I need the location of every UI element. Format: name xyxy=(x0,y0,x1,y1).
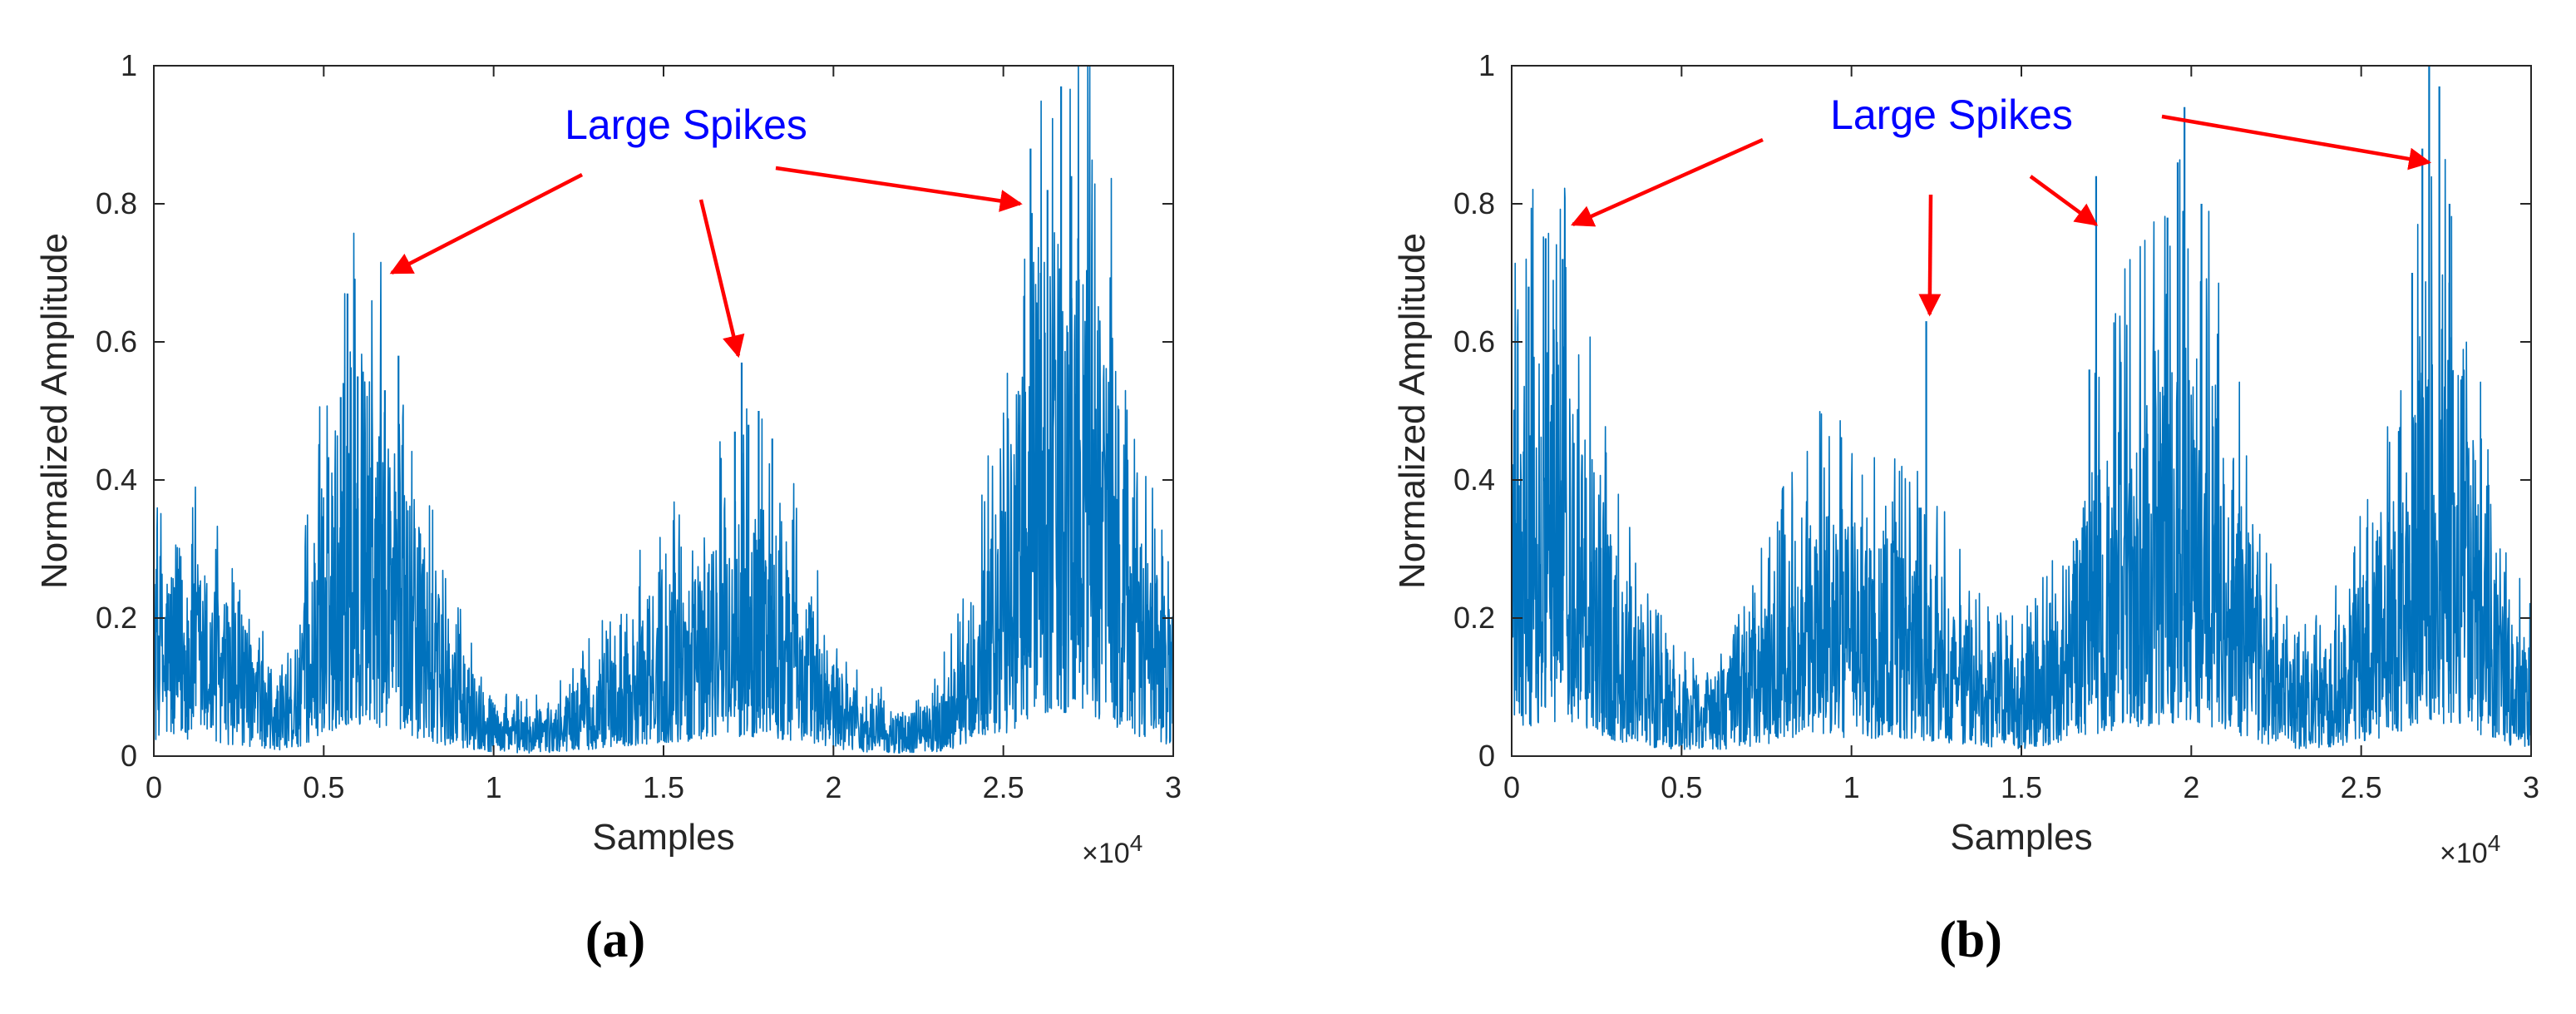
x-axis-label: Samples xyxy=(1950,817,2092,858)
x-tick-label: 2 xyxy=(825,770,841,804)
ticks-layer: 0 0.5 1 1.5 2 2.5 3 0 0.2 0.4 0.6 0.8 1 xyxy=(96,48,1182,804)
x-exponent-label: ×104 xyxy=(1082,830,1142,869)
y-tick-label: 0.6 xyxy=(96,324,137,359)
x-tick-label: 0 xyxy=(146,770,162,804)
series-layer xyxy=(1511,66,2532,750)
y-tick-label: 0.4 xyxy=(1453,462,1495,497)
series-layer xyxy=(153,66,1174,754)
y-axis-label: Normalized Amplitude xyxy=(1392,233,1433,589)
x-tick-label: 0.5 xyxy=(1661,770,1702,804)
chart-panel-a: 0 0.5 1 1.5 2 2.5 3 0 0.2 0.4 0.6 0.8 1 Normalized A… xyxy=(34,48,1182,968)
x-tick-label: 0.5 xyxy=(303,770,344,804)
x-exponent-base: ×10 xyxy=(1082,838,1130,869)
x-tick-label: 3 xyxy=(1165,770,1182,804)
x-exponent-label: ×104 xyxy=(2440,830,2500,869)
annotation-large-spikes: Large Spikes xyxy=(565,101,807,148)
panel-label-a: (a) xyxy=(585,912,645,968)
y-tick-label: 0.4 xyxy=(96,462,137,497)
y-tick-label: 0.8 xyxy=(1453,186,1495,220)
x-tick-label: 0 xyxy=(1503,770,1520,804)
annotation-arrow xyxy=(2161,114,2432,171)
x-tick-label: 1 xyxy=(1843,770,1860,804)
x-tick-label: 2 xyxy=(2183,770,2199,804)
annotation-arrow xyxy=(698,199,745,359)
annotation-arrow xyxy=(775,166,1023,212)
x-exponent-base: ×10 xyxy=(2440,838,2488,869)
annotation-arrow xyxy=(1571,137,1764,227)
y-tick-label: 0 xyxy=(1478,739,1495,773)
annotation-arrows xyxy=(1571,114,2432,317)
chart-panel-b: 0 0.5 1 1.5 2 2.5 3 0 0.2 0.4 0.6 0.8 1 Normalized A… xyxy=(1392,48,2539,968)
y-tick-label: 1 xyxy=(1478,48,1495,82)
y-tick-label: 0.2 xyxy=(96,601,137,635)
annotation-arrow xyxy=(389,173,584,275)
annotation-arrows xyxy=(389,166,1023,359)
ticks-layer: 0 0.5 1 1.5 2 2.5 3 0 0.2 0.4 0.6 0.8 1 xyxy=(1453,48,2539,804)
y-tick-label: 0 xyxy=(121,739,137,773)
y-axis-label: Normalized Amplitude xyxy=(34,233,75,589)
x-exponent-power: 4 xyxy=(2488,830,2501,856)
x-tick-label: 1.5 xyxy=(2001,770,2042,804)
y-tick-label: 0.8 xyxy=(96,186,137,220)
annotation-arrow xyxy=(1918,194,1942,317)
annotation-arrow xyxy=(2029,175,2099,226)
x-tick-label: 2.5 xyxy=(2341,770,2382,804)
x-tick-label: 2.5 xyxy=(983,770,1024,804)
panel-label-b: (b) xyxy=(1939,912,2002,968)
y-tick-label: 0.2 xyxy=(1453,601,1495,635)
x-tick-label: 3 xyxy=(2523,770,2539,804)
y-tick-label: 1 xyxy=(121,48,137,82)
x-exponent-power: 4 xyxy=(1130,830,1143,856)
x-tick-label: 1 xyxy=(486,770,502,804)
y-tick-label: 0.6 xyxy=(1453,324,1495,359)
x-axis-label: Samples xyxy=(592,817,734,858)
x-tick-label: 1.5 xyxy=(643,770,684,804)
signal-series xyxy=(153,66,1174,754)
signal-series xyxy=(1511,159,2532,750)
annotation-large-spikes: Large Spikes xyxy=(1830,92,2073,138)
